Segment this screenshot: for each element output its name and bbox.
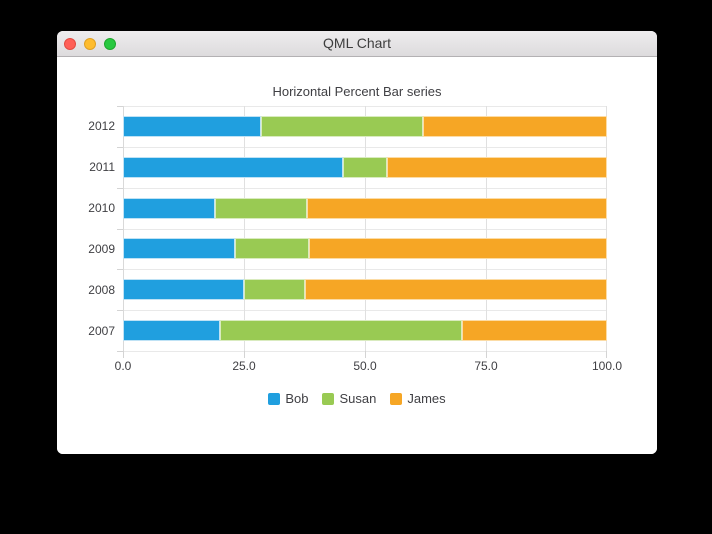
y-axis-label: 2010 — [88, 201, 115, 215]
window-title: QML Chart — [323, 35, 391, 51]
plot-area — [117, 106, 607, 358]
x-axis-tick — [244, 351, 245, 358]
gridline-vertical — [365, 106, 366, 351]
y-axis-tick — [117, 310, 123, 311]
x-axis-label: 75.0 — [474, 359, 498, 373]
bar-segment-bob — [123, 198, 216, 219]
gridline-vertical — [244, 106, 245, 351]
legend-label: Susan — [339, 391, 377, 406]
bar-row — [123, 157, 607, 178]
x-axis-label: 100.0 — [591, 359, 623, 373]
zoom-button[interactable] — [104, 38, 116, 50]
bar-segment-james — [309, 238, 607, 259]
bar-segment-bob — [123, 238, 235, 259]
bar-segment-bob — [123, 320, 220, 341]
bar-segment-susan — [219, 320, 462, 341]
chart-view: Horizontal Percent Bar series 2012 2011 20… — [57, 57, 657, 454]
x-axis-tick — [123, 351, 124, 358]
bar-segment-bob — [123, 279, 244, 300]
y-axis-tick — [117, 351, 123, 352]
y-axis-tick — [117, 106, 123, 107]
bar-segment-susan — [261, 116, 423, 137]
bar-segment-james — [387, 157, 607, 178]
y-axis-label: 2008 — [88, 283, 115, 297]
bar-segment-bob — [123, 116, 262, 137]
y-axis-label: 2007 — [88, 324, 115, 338]
y-axis-labels: 2012 2011 2010 2009 2008 2007 — [57, 106, 115, 351]
y-axis-label: 2009 — [88, 242, 115, 256]
bar-segment-susan — [215, 198, 308, 219]
bar-segment-susan — [234, 238, 310, 259]
x-axis-tick — [486, 351, 487, 358]
y-axis-tick — [117, 229, 123, 230]
bar-row — [123, 279, 607, 300]
y-axis-tick — [117, 188, 123, 189]
legend-label: James — [407, 391, 446, 406]
legend-label: Bob — [285, 391, 309, 406]
bar-segment-james — [422, 116, 607, 137]
y-axis-tick — [117, 147, 123, 148]
x-axis-tick — [606, 351, 607, 358]
gridline-vertical — [606, 106, 607, 351]
x-axis-label: 50.0 — [353, 359, 377, 373]
bar-row — [123, 320, 607, 341]
legend: Bob Susan James — [57, 391, 657, 406]
y-axis-tick — [117, 269, 123, 270]
bar-segment-james — [307, 198, 607, 219]
bar-row — [123, 198, 607, 219]
legend-marker-icon — [390, 392, 403, 405]
x-axis-label: 25.0 — [232, 359, 256, 373]
bar-segment-james — [461, 320, 607, 341]
app-window: QML Chart Horizontal Percent Bar series … — [57, 31, 657, 454]
x-axis-tick — [365, 351, 366, 358]
y-axis-label: 2012 — [88, 119, 115, 133]
legend-item: Bob — [268, 391, 308, 406]
legend-marker-icon — [268, 392, 281, 405]
bar-segment-susan — [343, 157, 387, 178]
gridline-vertical — [123, 106, 124, 351]
bar-segment-bob — [123, 157, 343, 178]
y-axis-label: 2011 — [89, 160, 115, 174]
gridline-vertical — [486, 106, 487, 351]
legend-item: James — [390, 391, 446, 406]
bar-row — [123, 116, 607, 137]
legend-marker-icon — [322, 392, 335, 405]
x-axis-labels: 0.0 25.0 50.0 75.0 100.0 — [115, 359, 622, 373]
traffic-lights — [64, 31, 116, 57]
chart-title: Horizontal Percent Bar series — [272, 84, 442, 99]
bar-segment-james — [304, 279, 607, 300]
legend-item: Susan — [322, 391, 376, 406]
close-button[interactable] — [64, 38, 76, 50]
minimize-button[interactable] — [84, 38, 96, 50]
x-axis-label: 0.0 — [114, 359, 132, 373]
bar-segment-susan — [244, 279, 305, 300]
bar-row — [123, 238, 607, 259]
window-titlebar[interactable]: QML Chart — [57, 31, 657, 57]
